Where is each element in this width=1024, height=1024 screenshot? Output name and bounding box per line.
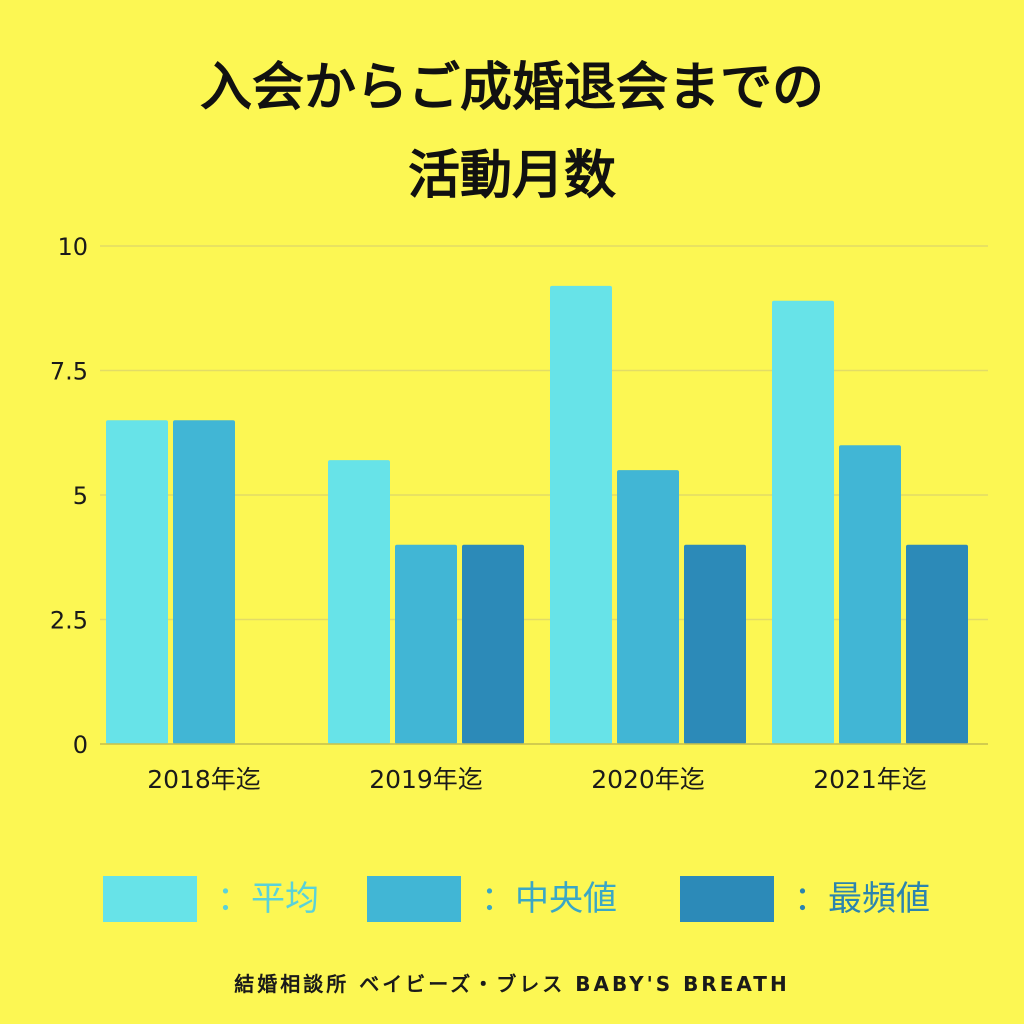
x-tick-label: 2020年迄 <box>591 765 705 794</box>
x-tick-label: 2021年迄 <box>813 765 927 794</box>
y-tick-label: 2.5 <box>50 607 88 635</box>
y-tick-label: 0 <box>73 731 88 759</box>
legend-label-mode: ：最頻値 <box>794 879 930 919</box>
legend-item-mode: ：最頻値 <box>680 874 930 924</box>
legend-item-average: ：平均 <box>103 874 319 924</box>
bar-平均-2018年迄 <box>106 420 168 744</box>
bar-中央値-2019年迄 <box>395 544 457 744</box>
y-tick-label: 5 <box>73 482 88 510</box>
chart-title-line-2: 活動月数 <box>407 146 616 206</box>
bar-最頻値-2021年迄 <box>906 544 968 744</box>
bar-中央値-2021年迄 <box>839 445 901 744</box>
legend-label-average: ：平均 <box>217 879 319 919</box>
legend-swatch-mode <box>680 876 774 922</box>
chart-title-line-1: 入会からご成婚退会までの <box>199 58 824 118</box>
x-tick-label: 2019年迄 <box>369 765 483 794</box>
legend-label-median: ：中央値 <box>481 879 617 919</box>
legend-swatch-median <box>367 876 461 922</box>
y-tick-label: 10 <box>57 233 88 261</box>
legend-swatch-average <box>103 876 197 922</box>
legend-item-median: ：中央値 <box>367 874 617 924</box>
bar-平均-2021年迄 <box>772 300 834 744</box>
y-tick-label: 7.5 <box>50 358 88 386</box>
bar-平均-2020年迄 <box>550 285 612 744</box>
bar-中央値-2018年迄 <box>173 420 235 744</box>
bar-平均-2019年迄 <box>328 460 390 744</box>
bar-最頻値-2020年迄 <box>684 544 746 744</box>
bar-最頻値-2019年迄 <box>462 544 524 744</box>
x-tick-label: 2018年迄 <box>147 765 261 794</box>
footer-brand-text: 結婚相談所 ベイビーズ・ブレス BABY'S BREATH <box>234 972 790 996</box>
bar-中央値-2020年迄 <box>617 470 679 744</box>
